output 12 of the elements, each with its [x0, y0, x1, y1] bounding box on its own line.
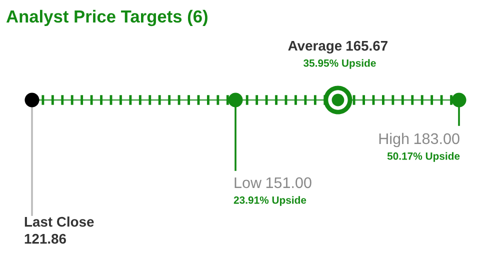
data-label: 151.00: [266, 177, 312, 188]
category-label: Low: [234, 177, 262, 188]
category-label: Average: [288, 40, 342, 54]
category-label: High: [379, 132, 409, 148]
text: Analyst Price Targets (6): [6, 10, 208, 26]
data-label: 165.67: [346, 40, 388, 51]
text: 35.95% Upside: [303, 59, 376, 69]
data-label: 121.86: [24, 234, 66, 244]
data-label: 183.00: [414, 133, 460, 144]
text: 50.17% Upside: [387, 152, 460, 162]
text: 23.91% Upside: [234, 196, 306, 206]
category-label: Last Close: [24, 216, 94, 227]
